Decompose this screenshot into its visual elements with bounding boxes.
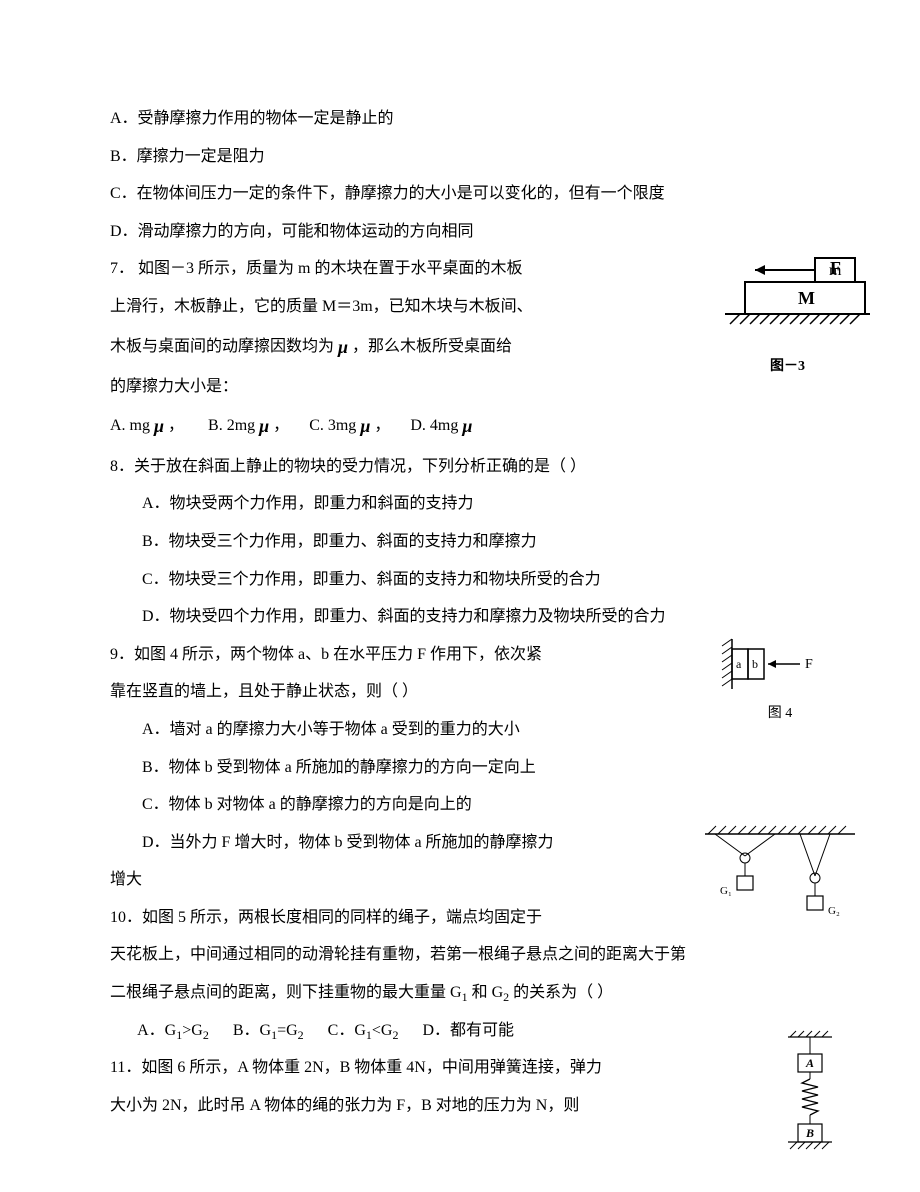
fig3-m-label: m — [829, 262, 842, 279]
q9-opt-A: A．墙对 a 的摩擦力大小等于物体 a 受到的重力的大小 — [110, 711, 810, 749]
fig4-b-label: b — [752, 657, 758, 671]
fig6-A-label: A — [805, 1056, 814, 1070]
q10-figure: G₁ G₂ — [700, 824, 860, 919]
q7-line3-p2: ，那么木板所受桌面给 — [348, 338, 512, 355]
q10-line1: 10．如图 5 所示，两根长度相同的同样的绳子，端点均固定于 — [110, 899, 630, 937]
q11-line2: 大小为 2N，此时吊 A 物体的绳的张力为 F，B 对地的压力为 N，则 — [110, 1087, 690, 1125]
fig6-B-label: B — [805, 1126, 814, 1140]
fig3-caption: 图－3 — [705, 351, 870, 384]
q8-opt-A: A．物块受两个力作用，即重力和斜面的支持力 — [110, 485, 810, 523]
q8-opt-B: B．物块受三个力作用，即重力、斜面的支持力和摩擦力 — [110, 523, 810, 561]
fig4-a-label: a — [736, 657, 742, 671]
q11-figure: A B — [780, 1029, 860, 1169]
q8-opt-D: D．物块受四个力作用，即重力、斜面的支持力和摩擦力及物块所受的合力 — [110, 598, 810, 636]
fig4-caption: 图 4 — [710, 698, 850, 731]
fig3-M-label: M — [798, 288, 815, 308]
q7-figure: F m M 图－3 — [705, 252, 870, 384]
fig5-G2-label: G₂ — [828, 905, 840, 917]
q7-line3-p1: 木板与桌面间的动摩擦因数均为 — [110, 338, 338, 355]
q6-opt-C: C．在物体间压力一定的条件下，静摩擦力的大小是可以变化的，但有一个限度 — [110, 175, 810, 213]
q7-options: A. mg μ ， B. 2mg μ ， C. 3mg μ ， D. 4mg μ — [110, 405, 810, 447]
q8-opt-C: C．物块受三个力作用，即重力、斜面的支持力和物块所受的合力 — [110, 561, 810, 599]
q9-opt-D1: D．当外力 F 增大时，物体 b 受到物体 a 所施加的静摩擦力 — [110, 824, 630, 862]
q9-line2: 靠在竖直的墙上，且处于静止状态，则（ ） — [110, 673, 630, 711]
q9-opt-D2: 增大 — [110, 861, 630, 899]
fig4-F-label: F — [805, 657, 813, 672]
q7-line2: 上滑行，木板静止，它的质量 M＝3m，已知木块与木板间、 — [110, 288, 630, 326]
fig5-G1-label: G₁ — [720, 885, 732, 897]
mu-symbol: μ — [338, 326, 348, 368]
q11-line1: 11．如图 6 所示，A 物体重 2N，B 物体重 4N，中间用弹簧连接，弹力 — [110, 1049, 690, 1087]
q10-line3: 二根绳子悬点间的距离，则下挂重物的最大重量 G1 和 G2 的关系为（ ） — [110, 974, 810, 1012]
q10-options: A．G1>G2 B．G1=G2 C．G1<G2 D．都有可能 — [110, 1012, 810, 1050]
q9-opt-B: B．物体 b 受到物体 a 所施加的静摩擦力的方向一定向上 — [110, 749, 810, 787]
q9-opt-C: C．物体 b 对物体 a 的静摩擦力的方向是向上的 — [110, 786, 810, 824]
q7-line1: 7． 如图－3 所示，质量为 m 的木块在置于水平桌面的木板 — [110, 250, 630, 288]
q9-figure: a b F 图 4 — [710, 634, 850, 731]
q6-opt-B: B．摩擦力一定是阻力 — [110, 138, 810, 176]
q9-line1: 9．如图 4 所示，两个物体 a、b 在水平压力 F 作用下，依次紧 — [110, 636, 630, 674]
q8-stem: 8．关于放在斜面上静止的物块的受力情况，下列分析正确的是（ ） — [110, 448, 810, 486]
q6-opt-D: D．滑动摩擦力的方向，可能和物体运动的方向相同 — [110, 213, 810, 251]
q7-line3: 木板与桌面间的动摩擦因数均为 μ ，那么木板所受桌面给 — [110, 326, 630, 368]
q10-line2: 天花板上，中间通过相同的动滑轮挂有重物，若第一根绳子悬点之间的距离大于第 — [110, 936, 810, 974]
q7-line4: 的摩擦力大小是： — [110, 368, 630, 406]
q6-opt-A: A．受静摩擦力作用的物体一定是静止的 — [110, 100, 810, 138]
